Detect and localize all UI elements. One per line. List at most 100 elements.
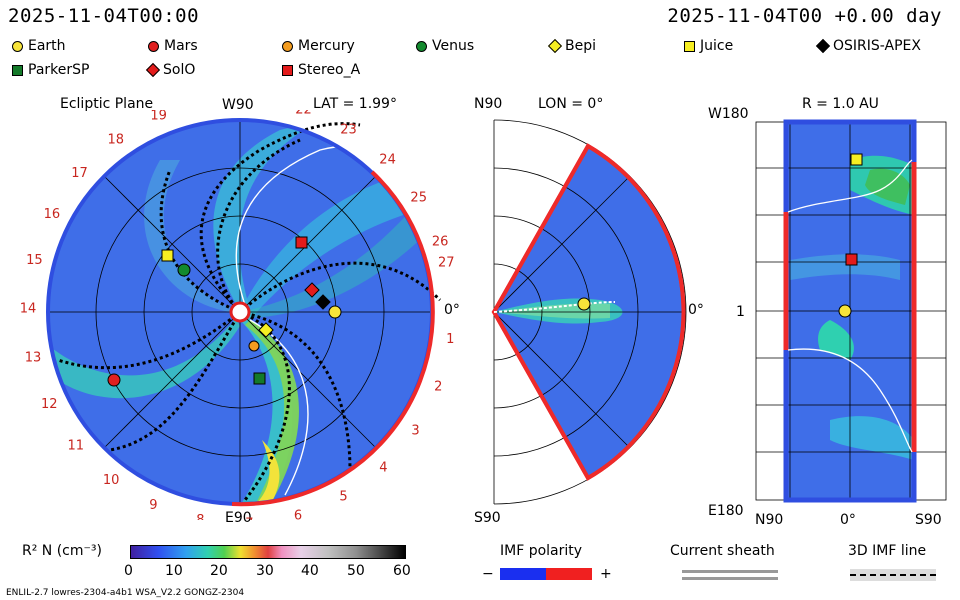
- mars-icon: [107, 373, 121, 387]
- r-stereo-a-icon: [845, 253, 858, 266]
- ecliptic-right-label: 0°: [444, 302, 460, 318]
- legend: Earth Mars Mercury Venus Bepi Juice OSIR…: [12, 38, 952, 84]
- imf-minus: −: [482, 566, 494, 582]
- r-panel-bottom-left: E180: [708, 503, 744, 519]
- sector-label-27: 27: [438, 256, 455, 271]
- legend-earth: Earth: [12, 38, 66, 54]
- r-panel-xlabel-0: 0°: [840, 512, 856, 528]
- ecliptic-top-label: W90: [222, 97, 254, 113]
- sun-icon: [229, 301, 251, 323]
- polarity-arc: [231, 170, 435, 507]
- meridional-imf-line: [493, 301, 616, 313]
- mars-marker-icon: [148, 40, 159, 52]
- r-sheath-top: [787, 159, 913, 213]
- bepi-marker-icon: [547, 38, 563, 54]
- legend-osiris-apex: OSIRIS-APEX: [815, 38, 921, 54]
- model-footer: ENLIL-2.7 lowres-2304-a4b1 WSA_V2.2 GONG…: [6, 588, 245, 598]
- mercury-icon: [248, 340, 260, 352]
- sector-label-25: 25: [410, 190, 427, 205]
- solo-marker-icon: [145, 62, 161, 78]
- solo-icon: [304, 282, 320, 298]
- venus-marker-icon: [416, 40, 427, 52]
- meridional-right-label: 0°: [688, 302, 704, 318]
- parkersp-icon: [253, 372, 266, 385]
- sheath-swatch-line-1: [682, 570, 778, 573]
- left-timestamp: 2025-11-04T00:00: [8, 5, 200, 27]
- imf-polarity-label: IMF polarity: [500, 543, 583, 559]
- current-sheath-label: Current sheath: [670, 543, 775, 559]
- sector-label-13: 13: [25, 351, 42, 366]
- imf-negative-swatch: [500, 568, 546, 580]
- imf-3d-swatch: [850, 569, 936, 581]
- legend-mars: Mars: [148, 38, 198, 54]
- legend-bepi: Bepi: [547, 38, 596, 54]
- sector-label-24: 24: [379, 152, 396, 167]
- sheath-swatch-line-2: [682, 577, 778, 580]
- r-density-mid: [818, 320, 854, 360]
- sector-label-4: 4: [379, 461, 387, 476]
- sector-label-10: 10: [103, 473, 120, 488]
- r-panel-mid-left: 1: [736, 304, 745, 320]
- earth-marker-icon: [12, 40, 23, 52]
- sector-label-16: 16: [44, 207, 61, 222]
- meridional-bottom-label: S90: [474, 510, 501, 526]
- juice-icon: [161, 249, 174, 262]
- sector-label-8: 8: [196, 513, 204, 520]
- right-timestamp: 2025-11-04T00 +0.00 day: [667, 5, 942, 27]
- ecliptic-bottom-label: E90: [225, 510, 252, 526]
- colorbar: [130, 545, 406, 559]
- sector-label-11: 11: [67, 439, 84, 454]
- sector-label-18: 18: [107, 133, 124, 148]
- meridional-earth-icon: [577, 297, 591, 311]
- r-panel-top-left: W180: [708, 106, 749, 122]
- meridional-plot: [491, 119, 687, 505]
- r-sheath-bottom: [787, 348, 913, 453]
- sector-label-5: 5: [339, 490, 347, 505]
- sector-labels: 1234567891011121314151617181920212223242…: [20, 110, 455, 520]
- sector-label-14: 14: [20, 302, 37, 317]
- sector-label-6: 6: [294, 508, 302, 520]
- mercury-marker-icon: [282, 40, 293, 52]
- stereo-a-marker-icon: [282, 64, 293, 76]
- imf-lines: [57, 122, 442, 501]
- sector-label-2: 2: [434, 380, 442, 395]
- sector-label-15: 15: [26, 253, 43, 268]
- ecliptic-title: Ecliptic Plane: [60, 96, 154, 112]
- legend-venus: Venus: [416, 38, 474, 54]
- earth-icon: [328, 305, 342, 319]
- sector-label-26: 26: [432, 235, 449, 250]
- sector-label-22: 22: [295, 110, 312, 117]
- sector-label-7: 7: [245, 516, 253, 520]
- latitude-label: LAT = 1.99°: [313, 96, 397, 112]
- legend-mercury: Mercury: [282, 38, 355, 54]
- imf-positive-swatch: [546, 568, 592, 580]
- parkersp-marker-icon: [12, 64, 23, 76]
- juice-marker-icon: [684, 40, 695, 52]
- colorbar-label: R² N (cm⁻³): [22, 543, 102, 559]
- sector-label-17: 17: [71, 166, 88, 181]
- radius-label: R = 1.0 AU: [802, 96, 879, 112]
- sector-label-19: 19: [150, 110, 167, 124]
- legend-stereo-a: Stereo_A: [282, 62, 360, 78]
- stereo-a-icon: [295, 236, 308, 249]
- r-panel-xlabel-n90: N90: [755, 512, 784, 528]
- longitude-label: LON = 0°: [538, 96, 604, 112]
- sector-label-1: 1: [446, 332, 454, 347]
- imf-3d-label: 3D IMF line: [848, 543, 927, 559]
- sector-label-12: 12: [41, 397, 58, 412]
- colorbar-ticks: 0 10 20 30 40 50 60: [124, 563, 411, 579]
- r-panel-xlabel-s90: S90: [915, 512, 942, 528]
- legend-parkersp: ParkerSP: [12, 62, 89, 78]
- sector-label-23: 23: [340, 122, 357, 137]
- imf-plus: +: [600, 566, 612, 582]
- venus-icon: [177, 263, 191, 277]
- r-juice-icon: [850, 153, 863, 166]
- sector-label-3: 3: [411, 423, 419, 438]
- sector-label-9: 9: [149, 498, 157, 513]
- legend-solo: SolO: [145, 62, 195, 78]
- ecliptic-plane-plot: 1234567891011121314151617181920212223242…: [20, 110, 455, 520]
- osiris-apex-marker-icon: [815, 38, 831, 54]
- meridional-top-label: N90: [474, 96, 503, 112]
- osiris-apex-icon: [315, 294, 331, 310]
- r-surface-plot: [755, 119, 947, 503]
